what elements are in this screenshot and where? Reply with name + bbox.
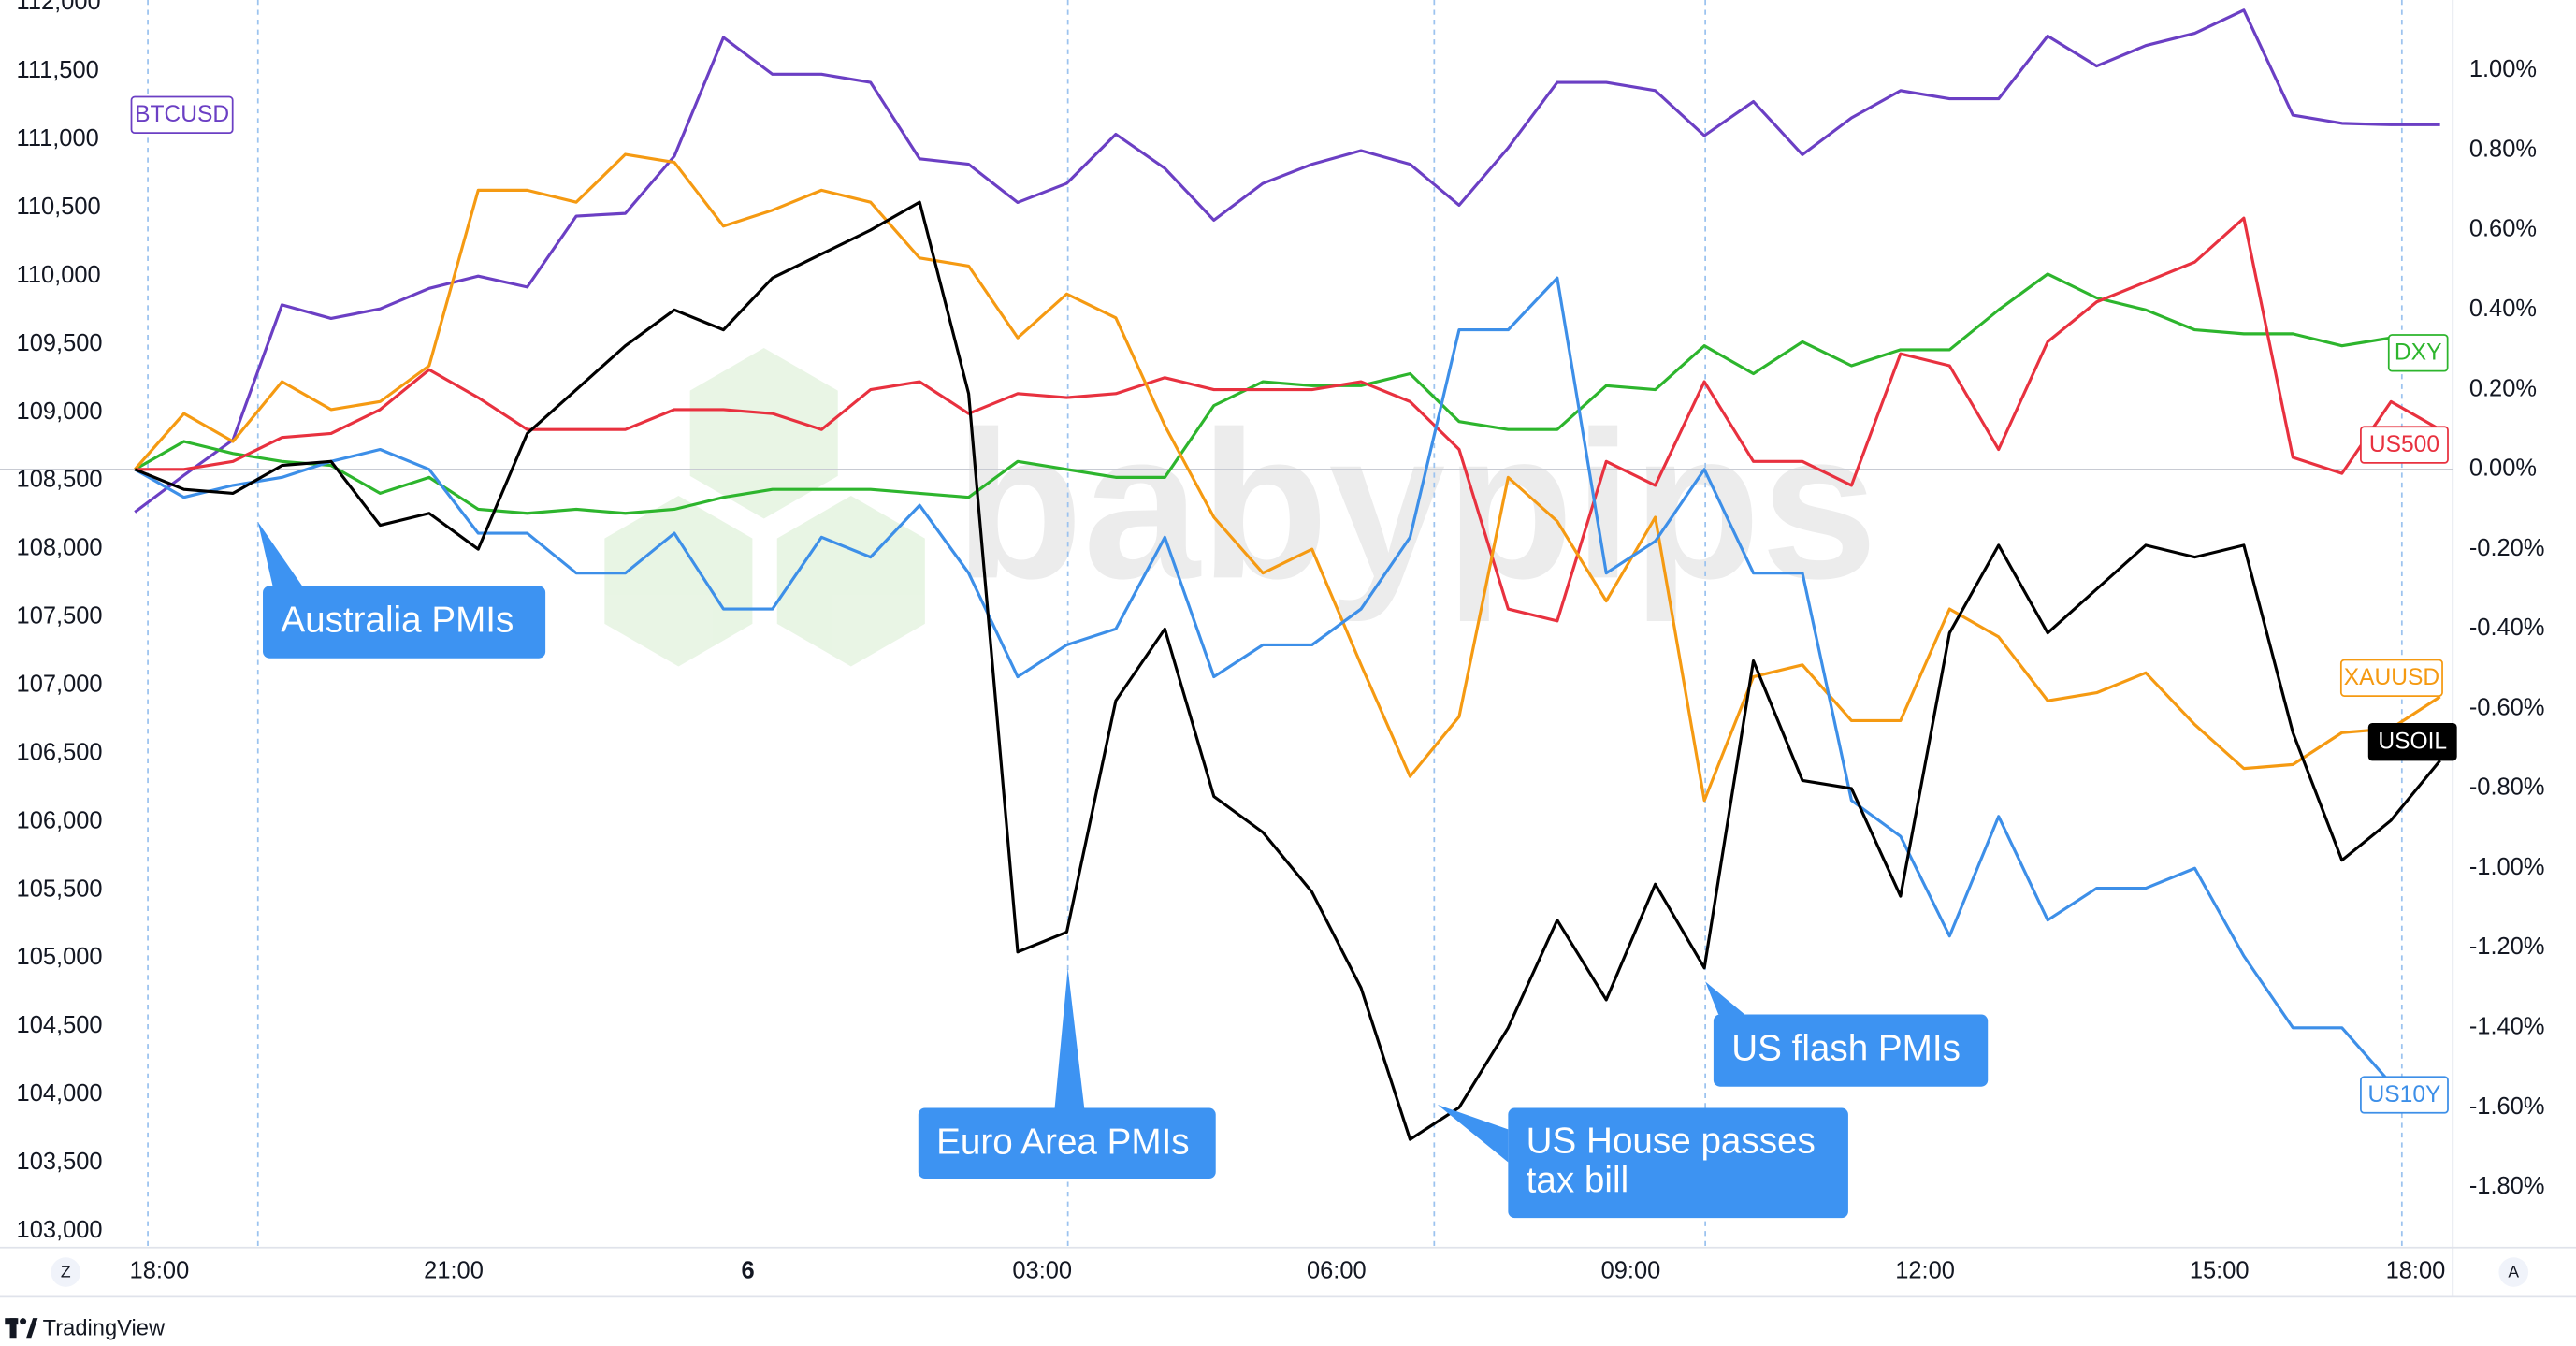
axis-button[interactable] bbox=[2498, 1257, 2529, 1287]
y-tick-label: 109,000 bbox=[17, 398, 103, 425]
y-tick-label: 108,000 bbox=[17, 535, 103, 561]
callout-box bbox=[918, 1107, 1216, 1180]
callout-text: Australia PMIs bbox=[281, 600, 514, 640]
callout-pointer bbox=[257, 522, 303, 586]
y-tick-label: 109,500 bbox=[17, 330, 103, 356]
series-label-box bbox=[2387, 334, 2449, 372]
callout-text: US House passes bbox=[1527, 1121, 1816, 1161]
x-tick-label: 03:00 bbox=[1012, 1258, 1072, 1284]
series-line bbox=[134, 8, 2440, 514]
y2-tick-label: 1.00% bbox=[2469, 56, 2537, 82]
y-tick-label: 103,000 bbox=[17, 1217, 103, 1243]
series-line bbox=[134, 152, 2441, 803]
series-label-box bbox=[130, 95, 234, 135]
series-label: US10Y bbox=[2368, 1082, 2441, 1107]
y2-tick-label: -1.00% bbox=[2469, 854, 2545, 880]
y-tick-label: 104,500 bbox=[17, 1012, 103, 1038]
y2-tick-label: 0.80% bbox=[2469, 136, 2537, 162]
x-tick-label: 12:00 bbox=[1895, 1258, 1955, 1284]
logo-part bbox=[26, 1318, 38, 1339]
y2-tick-label: -1.40% bbox=[2469, 1013, 2545, 1039]
series-line bbox=[135, 216, 2441, 623]
logo-part bbox=[20, 1318, 27, 1325]
logo-part bbox=[9, 1318, 17, 1339]
series-label: XAUUSD bbox=[2344, 665, 2439, 690]
y-tick-label: 106,500 bbox=[17, 739, 103, 765]
series-label: USOIL bbox=[2378, 730, 2447, 755]
y-tick-label: 107,000 bbox=[17, 672, 103, 698]
y2-tick-label: -0.60% bbox=[2469, 694, 2545, 720]
x-tick-label: 18:00 bbox=[130, 1258, 190, 1284]
series-label: DXY bbox=[2395, 340, 2442, 366]
callout-text: Euro Area PMIs bbox=[936, 1122, 1190, 1162]
series-line bbox=[134, 276, 2393, 1085]
y-tick-label: 111,000 bbox=[17, 125, 99, 152]
y2-tick-label: -0.40% bbox=[2469, 615, 2545, 641]
x-tick-label: 18:00 bbox=[2386, 1258, 2446, 1284]
x-tick-label: 6 bbox=[742, 1258, 755, 1284]
series-label-box bbox=[2339, 659, 2443, 697]
x-tick-label: 15:00 bbox=[2190, 1258, 2250, 1284]
y-tick-label: 106,000 bbox=[17, 807, 103, 833]
y2-tick-label: -0.20% bbox=[2469, 535, 2545, 561]
callout-box bbox=[1508, 1107, 1848, 1219]
y-tick-label: 111,500 bbox=[17, 57, 99, 83]
callout-text: US flash PMIs bbox=[1731, 1028, 1961, 1068]
y-tick-label: 110,000 bbox=[17, 262, 101, 288]
y-tick-label: 103,500 bbox=[17, 1149, 103, 1175]
x-tick-label: 09:00 bbox=[1601, 1258, 1661, 1284]
series-line bbox=[134, 272, 2440, 515]
series-label-box bbox=[2360, 426, 2449, 464]
callout-box bbox=[1713, 1014, 1989, 1087]
watermark-text: babypips bbox=[955, 387, 1878, 622]
y2-tick-label: 0.60% bbox=[2469, 216, 2537, 242]
callout-pointer bbox=[1705, 981, 1745, 1015]
y-tick-label: 110,500 bbox=[17, 194, 101, 220]
x-tick-label: 21:00 bbox=[424, 1258, 484, 1284]
y-tick-label: 108,500 bbox=[17, 467, 103, 493]
axis-button-label[interactable]: Z bbox=[61, 1263, 71, 1281]
y-tick-label: 105,500 bbox=[17, 876, 103, 902]
callout-pointer bbox=[1054, 968, 1085, 1108]
series-label: US500 bbox=[2369, 432, 2439, 457]
y2-tick-label: -1.80% bbox=[2469, 1173, 2545, 1199]
series-label: BTCUSD bbox=[135, 102, 229, 127]
axis-button[interactable] bbox=[51, 1257, 81, 1287]
series-label-box bbox=[2360, 1076, 2449, 1114]
watermark-hex bbox=[689, 348, 838, 519]
event-lines bbox=[147, 0, 2403, 1248]
callout-text: tax bill bbox=[1527, 1161, 1628, 1201]
series-line bbox=[134, 200, 2441, 1141]
y-tick-label: 105,000 bbox=[17, 944, 103, 970]
watermark-hex bbox=[604, 495, 753, 667]
y2-tick-label: -0.80% bbox=[2469, 774, 2545, 801]
callout-box bbox=[263, 586, 546, 659]
x-tick-label: 06:00 bbox=[1307, 1258, 1367, 1284]
y-tick-label: 112,000 bbox=[17, 0, 101, 15]
y2-tick-label: 0.40% bbox=[2469, 296, 2537, 322]
y-tick-label: 104,000 bbox=[17, 1080, 103, 1107]
y2-tick-label: 0.00% bbox=[2469, 456, 2537, 482]
y2-tick-label: 0.20% bbox=[2469, 375, 2537, 401]
series-label-box bbox=[2367, 723, 2457, 761]
y-tick-label: 107,500 bbox=[17, 603, 103, 630]
tradingview-logo: TradingView bbox=[5, 1317, 166, 1341]
y2-tick-label: -1.60% bbox=[2469, 1093, 2545, 1120]
footer-text: TradingView bbox=[43, 1317, 166, 1341]
axis-button-label[interactable]: A bbox=[2508, 1263, 2519, 1281]
y2-tick-label: -1.20% bbox=[2469, 934, 2545, 960]
